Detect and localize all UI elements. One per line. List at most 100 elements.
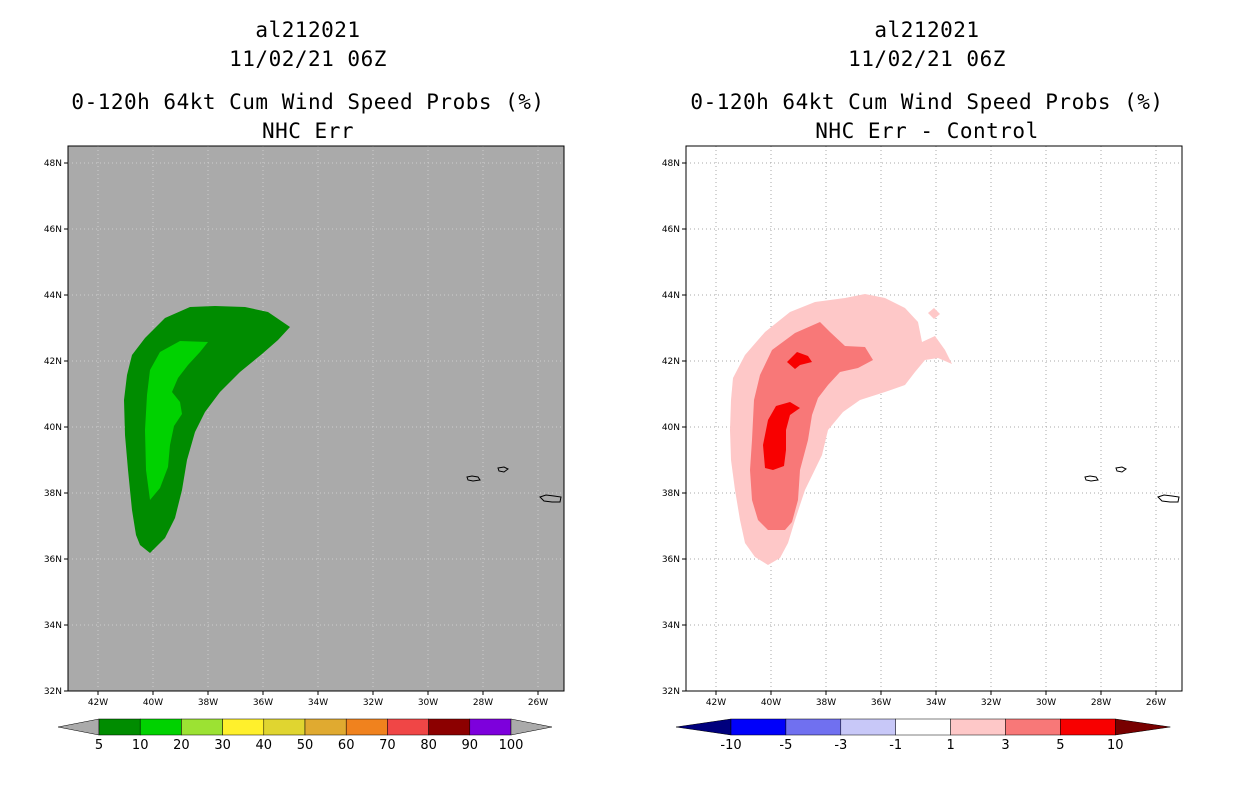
left-colorbar-label: 70: [379, 738, 396, 753]
right-colorbar-label: 3: [1001, 738, 1009, 753]
right-colorbar-label: -3: [834, 738, 847, 753]
right-colorbar-high-arrow: [1115, 718, 1171, 736]
left-lon-label: 40W: [143, 698, 163, 708]
left-colorbar-swatch: [181, 718, 223, 736]
left-lon-label: 38W: [198, 698, 218, 708]
right-colorbar-low-arrow: [675, 718, 732, 736]
left-colorbar-swatch: [222, 718, 265, 736]
left-lat-label: 38N: [44, 489, 62, 499]
left-lat-label: 44N: [44, 291, 62, 301]
right-datetime: 11/02/21 06Z: [848, 47, 1006, 71]
right-lon-label: 40W: [761, 698, 781, 708]
right-lat-label: 48N: [662, 159, 680, 169]
left-colorbar-label: 10: [132, 738, 149, 753]
right-azores-islands: [1084, 466, 1180, 503]
right-lon-label: 38W: [816, 698, 836, 708]
left-colorbar-swatch: [428, 718, 471, 736]
right-map: 48N 46N 44N 42N 40N 38N 36N 34N 32N 42W 40W 38W 36W…: [662, 145, 1183, 708]
right-colorbar-label: -1: [889, 738, 902, 753]
left-colorbar-label: 80: [420, 738, 437, 753]
right-subtitle: NHC Err - Control: [815, 119, 1039, 143]
right-diff-contour-5-upper: [787, 352, 812, 369]
right-lat-label: 36N: [662, 555, 680, 565]
left-colorbar-high-arrow: [510, 718, 553, 736]
right-colorbar-swatch: [1060, 718, 1116, 736]
left-colorbar-swatch: [304, 718, 347, 736]
left-lat-label: 48N: [44, 159, 62, 169]
left-lat-label: 46N: [44, 225, 62, 235]
right-colorbar-label: -10: [720, 738, 741, 753]
left-storm-id: al212021: [255, 18, 361, 42]
right-lon-label: 26W: [1146, 698, 1166, 708]
right-colorbar-label: 10: [1107, 738, 1124, 753]
left-azores-islands: [466, 466, 562, 503]
right-colorbar-swatch: [730, 718, 787, 736]
left-datetime: 11/02/21 06Z: [229, 47, 387, 71]
left-subtitle: NHC Err: [261, 119, 354, 143]
right-colorbar: -10 -5 -3 -1 1 3 5 10: [675, 718, 1171, 753]
right-diff-contour-3: [750, 322, 873, 530]
left-colorbar-swatch: [387, 718, 429, 736]
right-colorbar-swatch: [950, 718, 1006, 736]
left-lon-label: 34W: [308, 698, 328, 708]
left-colorbar-swatch: [98, 718, 141, 736]
right-lat-axis: 48N 46N 44N 42N 40N 38N 36N 34N 32N: [662, 159, 686, 697]
left-lat-axis: 48N 46N 44N 42N 40N 38N 36N 34N 32N: [44, 159, 68, 697]
left-colorbar-label: 20: [173, 738, 190, 753]
left-lat-label: 40N: [44, 423, 62, 433]
left-map-frame: [67, 145, 565, 692]
left-colorbar-low-arrow: [57, 718, 100, 736]
right-lat-label: 40N: [662, 423, 680, 433]
left-colorbar-label: 50: [297, 738, 314, 753]
right-lat-label: 46N: [662, 225, 680, 235]
left-colorbar-label: 40: [256, 738, 273, 753]
left-lon-label: 28W: [473, 698, 493, 708]
left-lat-label: 36N: [44, 555, 62, 565]
right-colorbar-swatch: [1005, 718, 1061, 736]
right-lat-label: 44N: [662, 291, 680, 301]
right-colorbar-swatch: [840, 718, 896, 736]
right-lon-axis: 42W 40W 38W 36W 34W 32W 30W 28W 26W: [706, 691, 1166, 708]
left-lon-label: 30W: [418, 698, 438, 708]
left-product-title: 0-120h 64kt Cum Wind Speed Probs (%): [71, 90, 545, 114]
left-lat-label: 34N: [44, 621, 62, 631]
right-diff-contour-5-lower: [763, 402, 800, 470]
left-lat-label: 32N: [44, 687, 62, 697]
left-colorbar-swatch: [263, 718, 306, 736]
left-colorbar: 5 10 20 30 40 50 60 70 80 90 100: [57, 718, 553, 753]
left-map: 48N 46N 44N 42N 40N 38N 36N 34N 32N 42W 40W 38W 36W…: [44, 145, 565, 708]
left-colorbar-label: 90: [462, 738, 479, 753]
right-colorbar-label: 5: [1056, 738, 1064, 753]
right-storm-id: al212021: [874, 18, 980, 42]
left-colorbar-label: 100: [499, 738, 524, 753]
left-lat-label: 42N: [44, 357, 62, 367]
right-product-title: 0-120h 64kt Cum Wind Speed Probs (%): [690, 90, 1164, 114]
left-colorbar-swatch: [345, 718, 388, 736]
right-lat-label: 38N: [662, 489, 680, 499]
left-lon-label: 32W: [363, 698, 383, 708]
right-lon-label: 30W: [1036, 698, 1056, 708]
left-lon-label: 26W: [528, 698, 548, 708]
left-lon-label: 36W: [253, 698, 273, 708]
left-colorbar-swatch: [139, 718, 182, 736]
right-lat-label: 42N: [662, 357, 680, 367]
right-lon-label: 28W: [1091, 698, 1111, 708]
right-lon-label: 34W: [926, 698, 946, 708]
right-lon-label: 36W: [871, 698, 891, 708]
right-colorbar-swatch: [895, 718, 951, 736]
right-lon-label: 42W: [706, 698, 726, 708]
left-colorbar-label: 60: [338, 738, 355, 753]
right-colorbar-label: 1: [946, 738, 954, 753]
right-lat-label: 34N: [662, 621, 680, 631]
left-prob-contour-10: [145, 341, 208, 500]
left-lon-axis: 42W 40W 38W 36W 34W 32W 30W 28W 26W: [88, 691, 548, 708]
left-colorbar-label: 30: [214, 738, 231, 753]
right-colorbar-swatch: [785, 718, 842, 736]
left-lon-label: 42W: [88, 698, 108, 708]
left-colorbar-swatch: [469, 718, 512, 736]
right-map-frame: [685, 145, 1183, 692]
right-colorbar-label: -5: [779, 738, 792, 753]
right-lat-label: 32N: [662, 687, 680, 697]
left-colorbar-label: 5: [95, 738, 103, 753]
right-lon-label: 32W: [981, 698, 1001, 708]
